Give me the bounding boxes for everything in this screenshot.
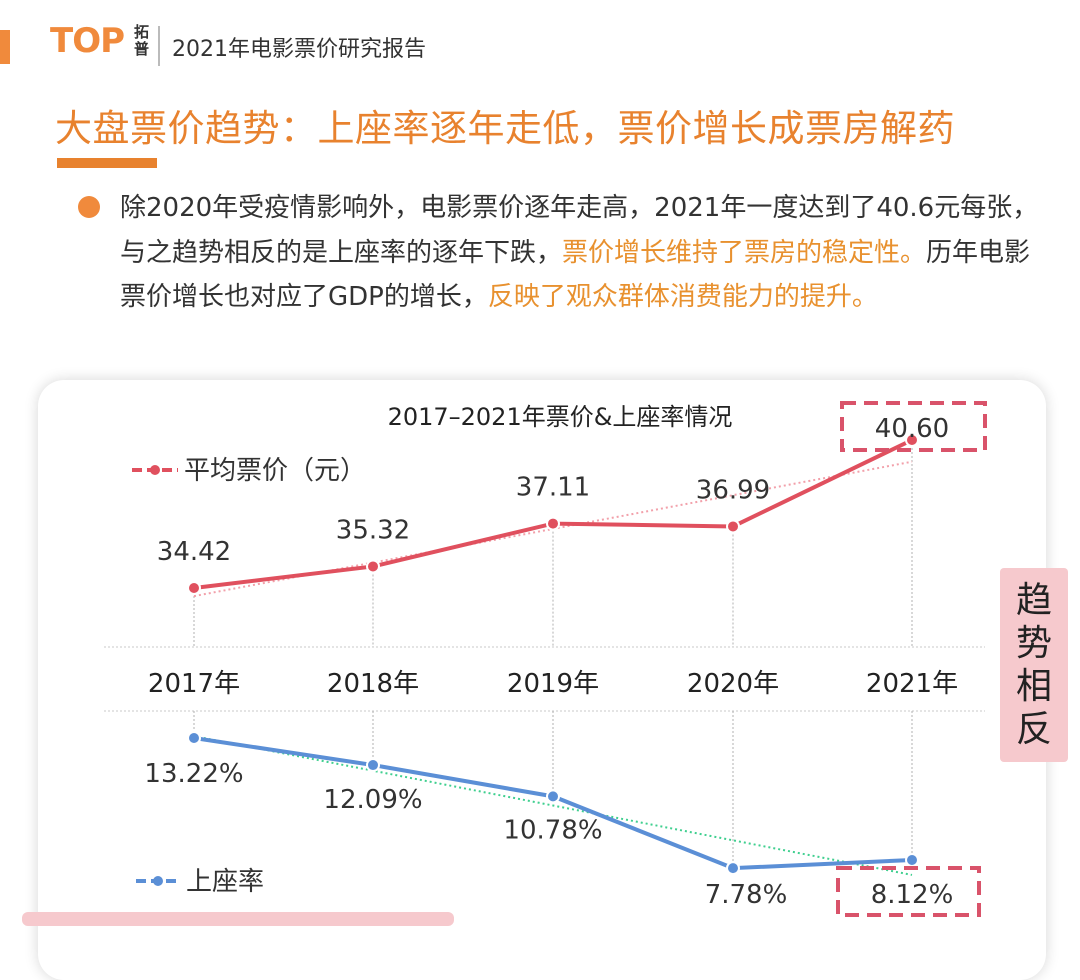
chart-title: 2017–2021年票价&上座率情况 bbox=[388, 403, 733, 431]
price-data-label: 36.99 bbox=[696, 475, 770, 505]
x-tick-label: 2017年 bbox=[148, 669, 240, 699]
occupancy-point bbox=[905, 853, 919, 867]
bottom-pink-bar bbox=[22, 912, 454, 926]
x-tick-label: 2019年 bbox=[507, 669, 599, 699]
occupancy-point bbox=[546, 789, 560, 804]
price-point bbox=[187, 581, 201, 595]
report-title: 2021年电影票价研究报告 bbox=[172, 37, 426, 62]
price-point bbox=[905, 433, 919, 447]
price-data-label: 40.60 bbox=[875, 414, 949, 444]
paragraph-highlight-2: 反映了观众群体消费能力的提升。 bbox=[487, 282, 878, 312]
x-tick-label: 2021年 bbox=[866, 669, 958, 699]
paragraph-highlight-1: 票价增长维持了票房的稳定性。 bbox=[562, 237, 927, 268]
price-data-label: 37.11 bbox=[516, 473, 590, 503]
side-label-char: 趋 bbox=[1015, 580, 1052, 621]
occupancy-data-label: 12.09% bbox=[323, 785, 422, 815]
occupancy-data-label: 7.78% bbox=[705, 880, 788, 910]
trend-opposite-label: 趋 势 相 反 bbox=[1000, 568, 1068, 762]
legend-occupancy-marker bbox=[153, 876, 163, 886]
x-tick-label: 2020年 bbox=[687, 669, 779, 699]
body-paragraph: 除2020年受疫情影响外，电影票价逐年走高，2021年一度达到了40.6元每张，… bbox=[120, 186, 1040, 320]
occupancy-point bbox=[726, 861, 740, 876]
price-data-label: 34.42 bbox=[157, 537, 231, 567]
paragraph-text-2: 历年电影票价增长也对应了GDP的增长， bbox=[120, 237, 1031, 313]
side-label-char: 反 bbox=[1015, 709, 1052, 750]
occupancy-point bbox=[187, 731, 201, 745]
title-underline bbox=[57, 158, 157, 168]
occupancy-point bbox=[366, 758, 380, 773]
chart-card bbox=[38, 380, 1046, 980]
legend-price-label: 平均票价（元） bbox=[184, 456, 366, 486]
x-tick-label: 2018年 bbox=[327, 669, 419, 699]
page-title: 大盘票价趋势：上座率逐年走低，票价增长成票房解药 bbox=[55, 107, 955, 150]
logo-mark: TOP bbox=[50, 21, 125, 61]
paragraph-text-1: 除2020年受疫情影响外，电影票价逐年走高，2021年一度达到了40.6元每张，… bbox=[120, 193, 1039, 268]
occupancy-data-label: 8.12% bbox=[871, 880, 954, 910]
legend-occupancy-label: 上座率 bbox=[186, 867, 264, 897]
legend-price-marker bbox=[150, 465, 160, 475]
highlight-box-price bbox=[840, 401, 987, 452]
price-data-label: 35.32 bbox=[336, 515, 410, 545]
header-divider bbox=[158, 26, 160, 66]
side-label-char: 相 bbox=[1015, 666, 1052, 707]
price-point bbox=[546, 516, 560, 531]
line-chart: 2017–2021年票价&上座率情况 2017年 2018年 2019年 2020年 20… bbox=[104, 401, 987, 917]
occupancy-data-label: 13.22% bbox=[144, 759, 243, 789]
accent-bar bbox=[0, 30, 10, 64]
highlight-box-occupancy bbox=[836, 866, 981, 917]
bullet-dot bbox=[78, 196, 100, 218]
logo-chinese: 拓普 bbox=[134, 23, 150, 58]
occupancy-data-label: 10.78% bbox=[503, 815, 602, 845]
price-point bbox=[366, 559, 380, 574]
occupancy-trendline bbox=[193, 735, 913, 876]
price-point bbox=[726, 519, 740, 534]
side-label-char: 势 bbox=[1015, 623, 1052, 664]
logo: TOP 拓普 bbox=[50, 21, 150, 61]
